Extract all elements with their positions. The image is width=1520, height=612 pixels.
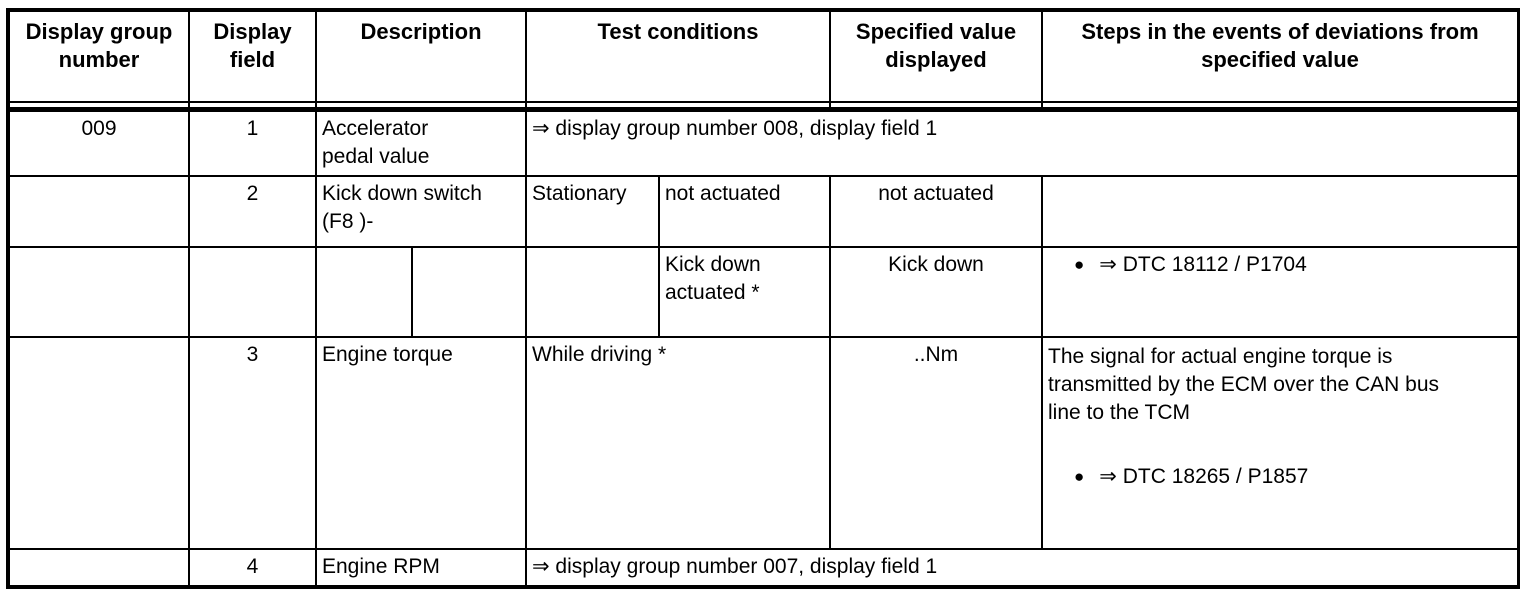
table-row: Kick down actuated * Kick down ● ⇒ DTC 1… — [7, 245, 1520, 338]
separator-segment — [7, 101, 190, 112]
cell-display-field: 4 — [188, 547, 317, 588]
dtc-reference-text: ⇒ DTC 18112 / P1704 — [1099, 252, 1307, 276]
cell-reference: ⇒ display group number 007, display fiel… — [525, 547, 1520, 588]
separator-segment — [525, 101, 831, 112]
cell-display-field: 1 — [188, 108, 317, 177]
cell-description: Accelerator pedal value — [315, 108, 527, 177]
measured-values-table: Display group number Display field Descr… — [6, 8, 1520, 589]
dtc-reference-item: ● ⇒ DTC 18112 / P1704 — [1048, 251, 1512, 279]
table-header-row: Display group number Display field Descr… — [7, 9, 1520, 103]
separator-segment — [1041, 101, 1520, 112]
cell-specified-value: Kick down — [829, 245, 1043, 338]
cell-test-condition-primary: Stationary — [525, 174, 660, 248]
cell-steps: The signal for actual engine torque is t… — [1041, 335, 1520, 550]
cell-empty — [315, 245, 413, 338]
separator-segment — [829, 101, 1043, 112]
dtc-reference-text: ⇒ DTC 18265 / P1857 — [1099, 464, 1309, 488]
header-specified-value: Specified value displayed — [829, 9, 1043, 103]
cell-empty — [7, 245, 190, 338]
header-display-field: Display field — [188, 9, 317, 103]
cell-description: Engine torque — [315, 335, 527, 550]
header-separator — [7, 101, 1520, 112]
cell-group-number: 009 — [7, 108, 190, 177]
header-steps-deviations: Steps in the events of deviations from s… — [1041, 9, 1520, 103]
cell-specified-value: not actuated — [829, 174, 1043, 248]
cell-description: Engine RPM — [315, 547, 527, 588]
separator-segment — [315, 101, 527, 112]
cell-test-condition-secondary: not actuated — [658, 174, 831, 248]
cell-empty — [188, 245, 317, 338]
bullet-icon: ● — [1074, 466, 1085, 486]
bullet-icon: ● — [1074, 254, 1085, 274]
separator-segment — [188, 101, 317, 112]
cell-specified-value: ..Nm — [829, 335, 1043, 550]
cell-test-condition: While driving * — [525, 335, 831, 550]
cell-empty — [7, 174, 190, 248]
table-row: 4 Engine RPM ⇒ display group number 007,… — [7, 547, 1520, 588]
dtc-reference-item: ● ⇒ DTC 18265 / P1857 — [1048, 463, 1512, 491]
cell-display-field: 3 — [188, 335, 317, 550]
cell-empty — [7, 335, 190, 550]
cell-display-field: 2 — [188, 174, 317, 248]
cell-description: Kick down switch (F8 )- — [315, 174, 527, 248]
cell-test-condition-secondary: Kick down actuated * — [658, 245, 831, 338]
table-row: 009 1 Accelerator pedal value ⇒ display … — [7, 108, 1520, 177]
cell-empty — [525, 245, 660, 338]
cell-steps-empty — [1041, 174, 1520, 248]
header-display-group-number: Display group number — [7, 9, 190, 103]
cell-steps: ● ⇒ DTC 18112 / P1704 — [1041, 245, 1520, 338]
header-description: Description — [315, 9, 527, 103]
table-row: 2 Kick down switch (F8 )- Stationary not… — [7, 174, 1520, 248]
cell-empty — [7, 547, 190, 588]
table-row: 3 Engine torque While driving * ..Nm The… — [7, 335, 1520, 550]
steps-note-text: The signal for actual engine torque is t… — [1048, 344, 1439, 424]
cell-reference: ⇒ display group number 008, display fiel… — [525, 108, 1520, 177]
cell-empty — [411, 245, 527, 338]
header-test-conditions: Test conditions — [525, 9, 831, 103]
